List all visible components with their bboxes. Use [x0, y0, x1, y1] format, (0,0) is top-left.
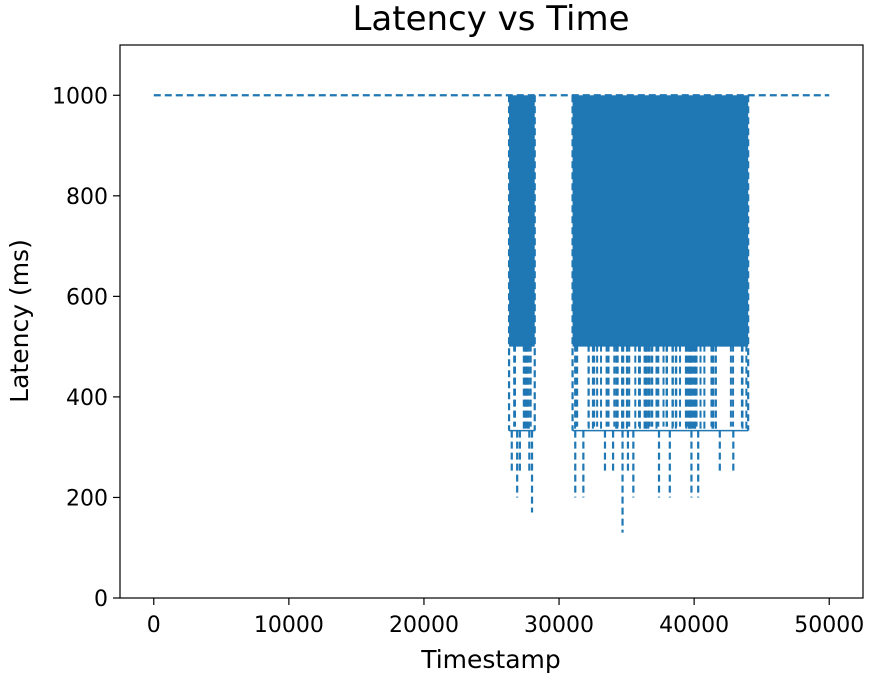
x-tick-label: 0 [147, 613, 161, 638]
x-tick-label: 50000 [794, 613, 864, 638]
x-tick-label: 30000 [524, 613, 594, 638]
chart-title: Latency vs Time [352, 0, 629, 39]
y-tick-label: 1000 [52, 84, 108, 109]
x-tick-label: 10000 [254, 613, 324, 638]
x-tick-label: 40000 [659, 613, 729, 638]
plot-frame [119, 44, 864, 599]
y-tick-label: 200 [66, 486, 108, 511]
plot-data [153, 94, 830, 533]
x-axis: 0 10000 20000 30000 40000 50000 [147, 598, 864, 638]
y-tick-label: 0 [94, 587, 108, 612]
y-tick-label: 800 [66, 185, 108, 210]
x-tick-label: 20000 [389, 613, 459, 638]
y-tick-label: 400 [66, 386, 108, 411]
x-axis-label: Timestamp [420, 645, 561, 674]
y-axis-label: Latency (ms) [5, 239, 34, 403]
burst-band [509, 95, 535, 347]
y-tick-label: 600 [66, 285, 108, 310]
burst-band [572, 95, 749, 347]
y-axis: 0 200 400 600 800 1000 [52, 84, 120, 612]
